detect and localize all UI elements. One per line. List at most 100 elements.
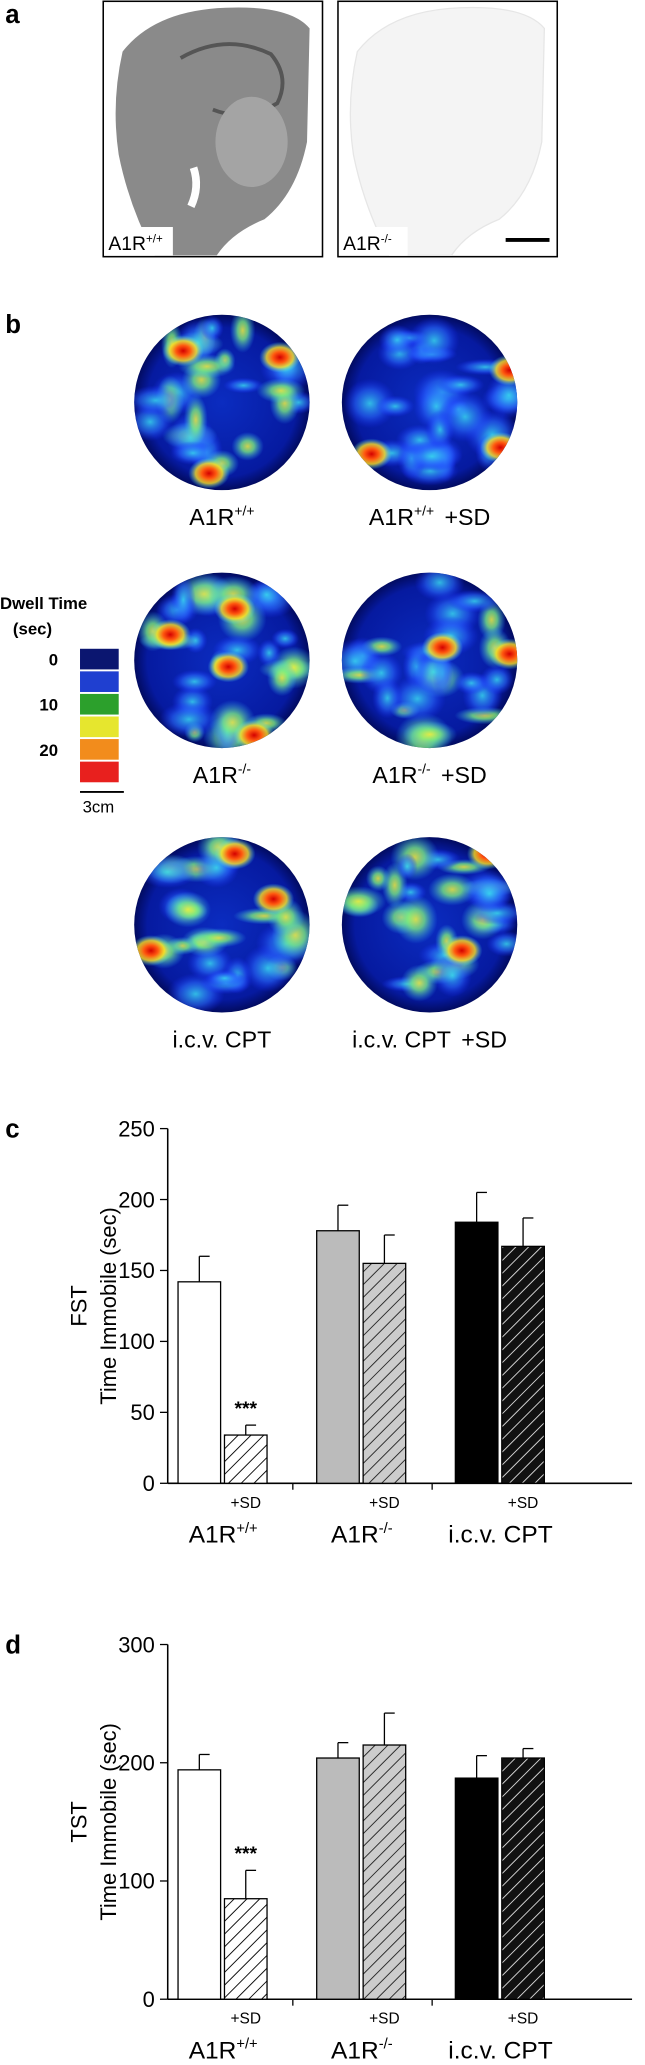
y-tick-label: 300 — [118, 1632, 155, 1657]
map-label-text: i.c.v. CPT — [172, 1026, 271, 1052]
legend-unit: (sec) — [13, 620, 52, 639]
scale-bar-label: 3cm — [83, 798, 115, 817]
legend-swatch — [80, 693, 119, 715]
hot-spot — [214, 593, 256, 625]
image-label-sup: -/- — [381, 232, 392, 245]
bar-label: +SD — [230, 2011, 261, 2028]
hot-spot — [252, 883, 295, 915]
heatmap-blobs — [341, 572, 518, 749]
y-tick-label: 200 — [118, 1750, 155, 1775]
blob — [372, 677, 403, 719]
bar — [362, 1262, 407, 1484]
hot-spot — [188, 457, 230, 489]
map-label-suffix: +SD — [444, 504, 490, 530]
heatmap — [134, 314, 310, 491]
blob — [394, 894, 438, 944]
panel-label: d — [5, 1632, 21, 1660]
annotation: *** — [234, 1398, 257, 1420]
heatmap-blobs — [134, 837, 310, 1013]
bar — [316, 1230, 360, 1484]
bar — [501, 1757, 545, 2000]
y-tick-label: 100 — [118, 1869, 155, 1894]
map-label-sup: -/- — [417, 761, 431, 777]
image-label: A1R-/- — [343, 232, 392, 255]
panel-label: c — [5, 1116, 19, 1144]
y-tick-label: 200 — [118, 1187, 155, 1212]
blob — [137, 855, 198, 889]
bar-label: +SD — [369, 1495, 400, 1512]
map-label: A1R+/+ — [189, 503, 254, 530]
group-label-text: A1R — [331, 2038, 379, 2065]
hot-spot — [149, 619, 191, 651]
map-label: A1R+/+ +SD — [369, 503, 490, 530]
image-label: A1R+/+ — [108, 232, 163, 255]
group-label: A1R+/+ — [189, 1521, 258, 1549]
group-label: A1R-/- — [331, 1521, 393, 1549]
bar — [501, 1245, 545, 1484]
hot-spot — [214, 838, 256, 870]
y-axis-label: Time Immobile (sec) — [96, 1207, 121, 1405]
bar — [177, 1769, 222, 2000]
bar — [362, 1744, 407, 2000]
bar-label: +SD — [508, 1495, 539, 1512]
image-label-text: A1R — [343, 233, 381, 255]
legend-swatch — [80, 739, 119, 760]
legend-swatch — [80, 671, 119, 692]
map-label-sup: -/- — [238, 761, 252, 777]
bar — [316, 1757, 360, 2000]
map-label-sup: +/+ — [414, 503, 434, 519]
group-label-sup: -/- — [379, 1521, 393, 1537]
group-label-text: A1R — [189, 2038, 237, 2065]
group-label-sup: +/+ — [236, 2037, 257, 2053]
hot-spot — [350, 438, 393, 470]
blob — [396, 853, 418, 880]
hot-spot — [134, 935, 172, 967]
group-label-text: A1R — [331, 1522, 379, 1549]
y-axis-label: TST — [66, 1801, 91, 1842]
bar-label: +SD — [230, 1495, 261, 1512]
hot-spot — [162, 335, 204, 367]
legend-swatch — [80, 761, 119, 783]
legend-swatch — [80, 648, 119, 670]
blob — [134, 385, 186, 416]
map-label: A1R-/- +SD — [372, 761, 486, 788]
group-label-sup: +/+ — [236, 1521, 257, 1537]
blob — [467, 874, 512, 914]
blob — [191, 928, 247, 948]
map-label-suffix: +SD — [461, 1026, 507, 1052]
hot-spot — [488, 638, 518, 670]
hot-spot — [421, 632, 464, 663]
blob — [375, 395, 415, 418]
legend-swatch — [80, 716, 119, 738]
heatmap-blobs — [137, 572, 310, 749]
group-label: i.c.v. CPT — [448, 2038, 552, 2065]
blob — [378, 324, 416, 356]
heatmap — [341, 837, 518, 1013]
blob — [164, 891, 212, 928]
y-axis-label: Time Immobile (sec) — [96, 1723, 121, 1921]
annotation: *** — [234, 1843, 257, 1865]
legend-tick: 20 — [39, 741, 58, 760]
bar — [177, 1281, 222, 1484]
group-label-text: i.c.v. CPT — [448, 1522, 552, 1549]
brain-detail — [215, 96, 288, 188]
hot-spot — [488, 354, 518, 386]
blob — [400, 964, 438, 1002]
bar — [454, 1777, 499, 2000]
blob — [223, 377, 264, 394]
y-tick-label: 150 — [118, 1258, 155, 1283]
blob — [485, 371, 518, 419]
map-label-text: A1R — [193, 762, 238, 788]
blob — [408, 316, 460, 365]
blob — [453, 671, 489, 695]
label-bg — [340, 227, 408, 256]
blob — [205, 969, 244, 987]
group-label-text: A1R — [189, 1522, 237, 1549]
blob — [200, 315, 224, 341]
group-label: A1R+/+ — [189, 2037, 258, 2065]
map-label-text: A1R — [372, 762, 417, 788]
heatmap — [134, 572, 310, 749]
bar — [223, 1898, 268, 2000]
blob — [231, 432, 264, 461]
image-label-sup: +/+ — [146, 232, 163, 245]
